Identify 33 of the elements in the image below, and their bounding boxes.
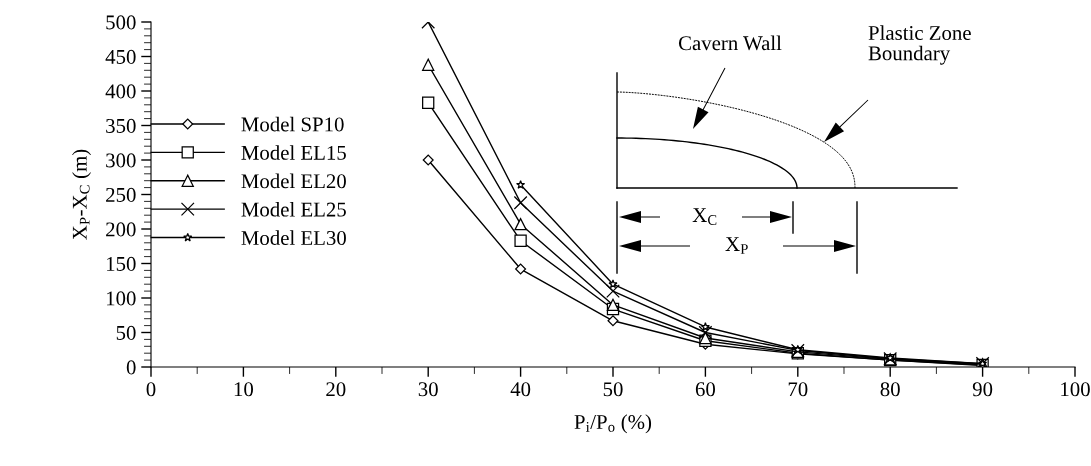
y-tick-label: 0 (126, 360, 136, 375)
annotation: Cavern Wall (678, 35, 782, 51)
legend-label: Model EL30 (241, 230, 346, 246)
y-tick-label: 250 (106, 187, 136, 202)
y-tick-label: 100 (107, 291, 136, 306)
x-tick-label: 60 (695, 382, 716, 397)
x-axis-title: P$_{i}$/P$_{o}$ (%) (574, 414, 652, 434)
y-tick-label: 450 (105, 49, 136, 64)
y-tick-label: 400 (105, 84, 136, 99)
x-tick-label: 0 (146, 382, 156, 397)
x-tick-label: 70 (788, 382, 808, 397)
x-tick-label: 100 (1061, 382, 1090, 397)
x-tick-label: 30 (418, 382, 438, 397)
legend-label: Model EL25 (241, 201, 346, 217)
annotation: Plastic Zone Boundary (868, 25, 971, 65)
y-tick-label: 150 (107, 256, 136, 271)
y-tick-label: 200 (106, 222, 136, 237)
x-tick-label: 20 (326, 382, 346, 397)
y-tick-label: 300 (106, 153, 136, 168)
legend-label: Model EL20 (241, 173, 346, 189)
x-tick-label: 40 (510, 382, 531, 397)
y-axis-title: X$_{P}$-X$_{C}$ (m) (72, 149, 91, 240)
x-tick-label: 10 (234, 382, 254, 397)
annotation: X$_{C}$ (692, 208, 717, 225)
x-tick-label: 90 (972, 382, 993, 397)
y-tick-label: 350 (106, 118, 136, 133)
legend-label: Model SP10 (241, 116, 344, 132)
x-tick-label: 80 (880, 382, 900, 397)
y-tick-label: 500 (106, 15, 136, 30)
annotation: X$_{P}$ (725, 237, 748, 254)
y-tick-label: 50 (116, 325, 136, 340)
x-tick-label: 50 (603, 382, 623, 397)
legend-label: Model EL15 (241, 145, 346, 160)
